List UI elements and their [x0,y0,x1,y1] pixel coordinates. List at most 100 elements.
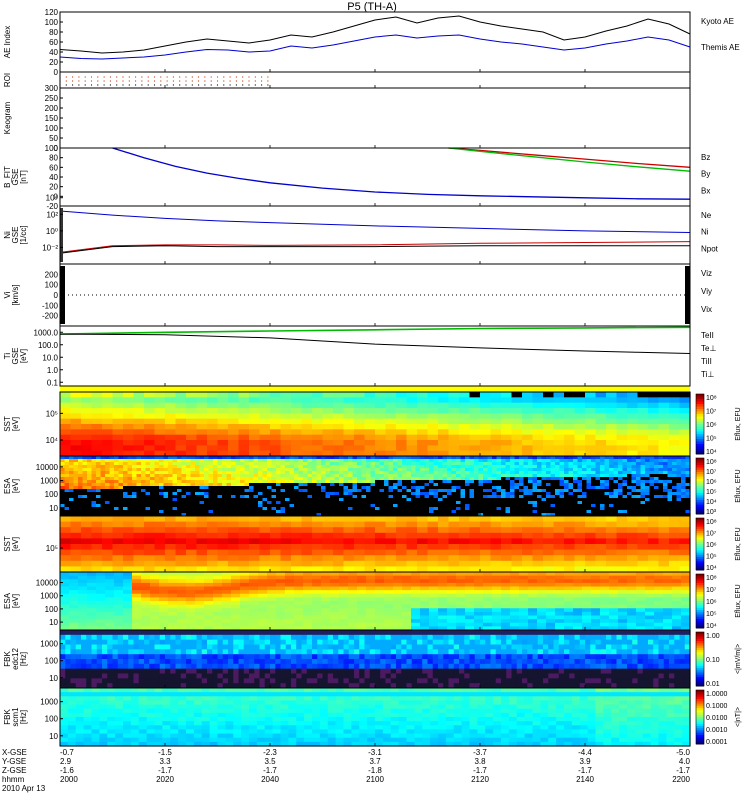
spectrogram-cell [204,465,210,469]
spectrogram-cell [478,510,484,514]
spectrogram-cell [490,527,502,534]
spectrogram-cell [258,510,264,514]
spectrogram-cell [451,480,457,484]
spectrogram-cell [69,456,75,460]
spectrogram-cell [222,480,228,484]
spectrogram-cell [322,418,334,425]
spectrogram-cell [60,590,70,595]
spectrogram-cell [433,456,439,460]
spectrogram-cell [478,513,484,517]
spectrogram-cell [532,477,538,481]
spectrogram-cell [175,424,187,430]
spectrogram-cell [312,498,318,502]
spectrogram-cell [384,483,390,487]
spectrogram-cell [640,498,646,502]
spectrogram-cell [427,418,439,425]
spectrogram-cell [196,549,208,556]
spectrogram-cell [649,480,655,484]
spectrogram-cell [393,593,403,598]
spectrogram-cell [60,538,72,545]
spectrogram-cell [375,608,385,613]
sst2-spectrogram [60,516,691,573]
spectrogram-cell [150,459,156,463]
spectrogram-cell [270,397,282,404]
spectrogram-cell [354,397,366,404]
spectrogram-cell [159,604,169,609]
spectrogram-cell [361,498,367,502]
spectrogram-cell [469,549,481,556]
spectrogram-cell [333,424,345,430]
spectrogram-cell [456,492,462,496]
spectrogram-cell [186,413,198,420]
spectrogram-cell [69,477,75,481]
spectrogram-cell [190,486,196,490]
spectrogram-cell [343,450,355,457]
spectrogram-cell [208,501,214,505]
spectrogram-cell [133,445,145,452]
spectrogram-cell [235,462,241,466]
spectrogram-cell [438,504,444,508]
spectrogram-cell [294,501,300,505]
spectrogram-cell [312,516,324,523]
spectrogram-cell [186,462,192,466]
spectrogram-cell [150,456,156,460]
spectrogram-cell [259,413,271,420]
spectrogram-cell [595,480,601,484]
spectrogram-cell [141,597,151,602]
spectrogram-cell [123,555,135,562]
spectrogram-cell [154,513,160,517]
spectrogram-cell [231,489,237,493]
spectrogram-cell [573,495,579,499]
spectrogram-cell [217,492,223,496]
spectrogram-cell [154,392,166,398]
spectrogram-cell [681,474,687,478]
spectrogram-cell [505,465,511,469]
spectrogram-cell [427,413,439,420]
spectrogram-cell [396,516,408,523]
spectrogram-cell [357,604,367,609]
spectrogram-cell [222,593,232,598]
spectrogram-cell [231,483,237,487]
spectrogram-cell [78,459,84,463]
spectrogram-cell [402,489,408,493]
spectrogram-cell [370,462,376,466]
spectrogram-cell [532,495,538,499]
spectrogram-cell [204,489,210,493]
spectrogram-cell [276,480,282,484]
spectrogram-cell [196,397,208,404]
spectrogram-cell [123,477,129,481]
spectrogram-cell [586,477,592,481]
spectrogram-cell [60,611,70,617]
spectrogram-cell [514,492,520,496]
spectrogram-cell [402,604,412,609]
spectrogram-cell [393,477,399,481]
spectrogram-cell [616,392,628,398]
spectrogram-cell [438,510,444,514]
spectrogram-cell [339,474,345,478]
spectrogram-cell [133,544,145,551]
spectrogram-cell [321,601,331,606]
spectrogram-cell [385,424,397,430]
spectrogram-cell [417,397,429,404]
spectrogram-cell [240,489,246,493]
spectrogram-cell [213,510,219,514]
spectrogram-cell [114,477,120,481]
spectrogram-cell [532,521,544,528]
spectrogram-cell [658,471,664,475]
spectrogram-cell [253,498,259,502]
spectrogram-cell [132,504,138,508]
spectrogram-cell [595,504,601,508]
spectrogram-cell [303,495,309,499]
spectrogram-cell [429,501,435,505]
spectrogram-cell [393,462,399,466]
spectrogram-cell [438,597,448,602]
spectrogram-cell [87,507,93,511]
spectrogram-cell [226,507,232,511]
spectrogram-cell [145,477,151,481]
spectrogram-cell [249,510,255,514]
spectrogram-cell [433,459,439,463]
spectrogram-cell [616,538,628,545]
spectrogram-cell [165,527,177,534]
spectrogram-cell [505,507,511,511]
spectrogram-cell [177,507,183,511]
